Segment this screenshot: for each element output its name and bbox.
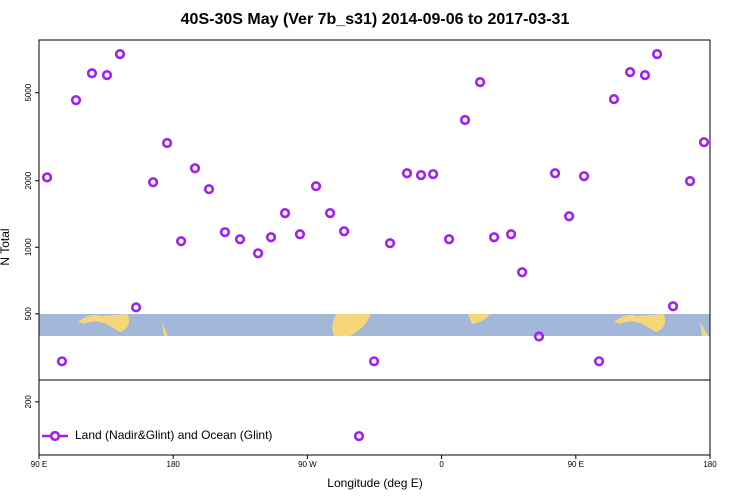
y-tick-label: 2000 bbox=[24, 171, 33, 189]
point bbox=[189, 163, 201, 174]
point bbox=[488, 232, 500, 243]
map-strip bbox=[39, 314, 710, 336]
point bbox=[176, 236, 187, 247]
point bbox=[86, 68, 98, 79]
point bbox=[401, 168, 413, 179]
point bbox=[428, 169, 439, 180]
point bbox=[368, 356, 380, 367]
point bbox=[56, 356, 68, 367]
point bbox=[294, 229, 306, 240]
point bbox=[101, 70, 113, 81]
point bbox=[234, 234, 246, 245]
x-tick-label: 180 bbox=[703, 460, 717, 469]
point bbox=[384, 238, 396, 249]
point bbox=[265, 232, 277, 243]
y-tick-label: 500 bbox=[24, 307, 33, 321]
point bbox=[252, 248, 264, 259]
point bbox=[459, 114, 471, 126]
legend-marker bbox=[49, 430, 61, 442]
point bbox=[310, 181, 322, 192]
point bbox=[608, 94, 620, 105]
point bbox=[517, 267, 528, 278]
point bbox=[279, 208, 291, 219]
point bbox=[549, 168, 561, 179]
x-tick-label: 90 E bbox=[568, 460, 584, 469]
point bbox=[639, 70, 651, 81]
point bbox=[443, 234, 455, 245]
y-axis-label: N Total bbox=[0, 228, 12, 265]
point bbox=[624, 67, 636, 78]
x-tick-label: 90 E bbox=[31, 460, 47, 469]
point bbox=[114, 48, 126, 60]
y-tick-label: 200 bbox=[24, 395, 33, 409]
point bbox=[651, 48, 663, 60]
point bbox=[415, 170, 427, 181]
x-tick-label: 180 bbox=[167, 460, 181, 469]
x-axis-label: Longitude (deg E) bbox=[327, 476, 422, 490]
point bbox=[147, 177, 159, 188]
point bbox=[684, 176, 696, 187]
x-tick-label: 90 W bbox=[298, 460, 317, 469]
point bbox=[593, 356, 605, 367]
point bbox=[324, 208, 336, 219]
point bbox=[70, 95, 82, 106]
legend-label: Land (Nadir&Glint) and Ocean (Glint) bbox=[75, 428, 272, 442]
point bbox=[533, 331, 545, 342]
y-tick-label: 1000 bbox=[24, 238, 33, 256]
point bbox=[563, 211, 575, 222]
point bbox=[203, 184, 215, 195]
chart-title: 40S-30S May (Ver 7b_s31) 2014-09-06 to 2… bbox=[181, 11, 570, 28]
point bbox=[474, 77, 486, 88]
point bbox=[338, 226, 350, 237]
x-tick-label: 0 bbox=[439, 460, 444, 469]
point bbox=[353, 431, 365, 442]
y-tick-label: 5000 bbox=[24, 83, 33, 101]
plot-frame bbox=[38, 39, 711, 456]
point bbox=[161, 137, 173, 149]
point bbox=[41, 172, 53, 183]
point bbox=[667, 301, 679, 312]
point bbox=[130, 302, 142, 313]
point bbox=[578, 171, 590, 182]
point bbox=[505, 229, 517, 240]
point bbox=[219, 227, 231, 238]
point bbox=[698, 137, 710, 148]
